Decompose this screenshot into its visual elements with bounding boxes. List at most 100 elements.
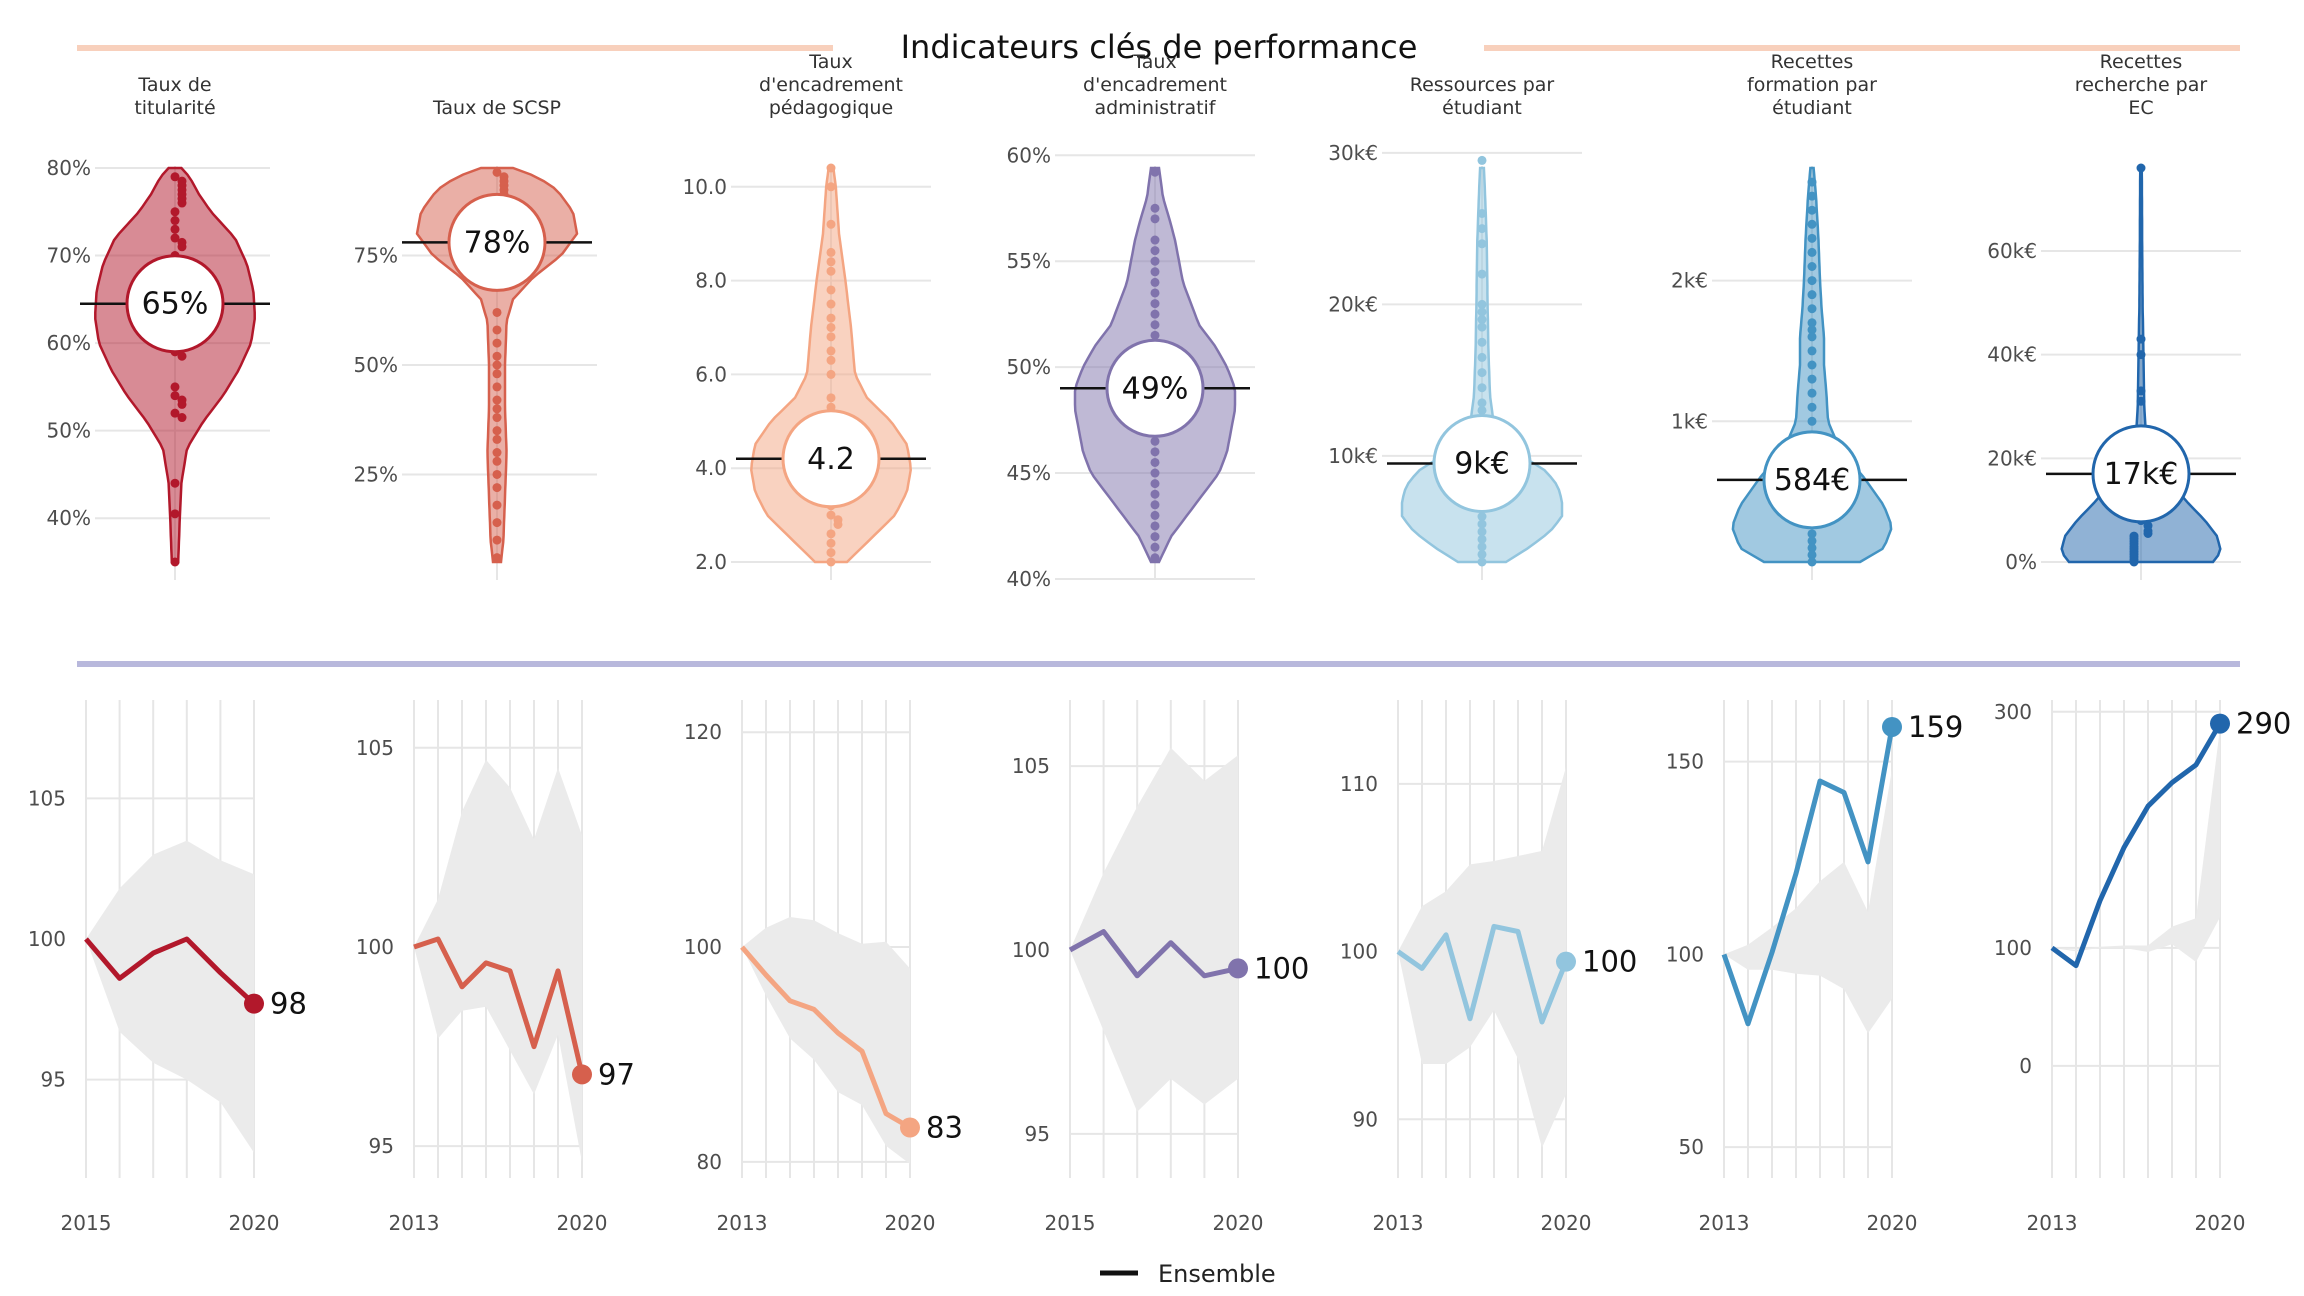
data-point <box>1807 557 1817 567</box>
data-point <box>1807 536 1817 546</box>
y-tick-label: 10.0 <box>682 175 727 199</box>
y-tick-label: 95 <box>1025 1122 1050 1146</box>
data-point <box>826 313 836 323</box>
end-value-label: 83 <box>926 1111 963 1145</box>
data-point <box>1807 262 1817 271</box>
data-point <box>1150 457 1160 467</box>
end-point <box>1228 958 1248 979</box>
data-point <box>1807 388 1817 398</box>
data-point <box>177 351 187 361</box>
data-point <box>826 369 836 379</box>
data-point <box>833 519 843 529</box>
range-band <box>1724 769 1892 1034</box>
data-point <box>1807 332 1817 342</box>
y-tick-label: 80 <box>697 1150 722 1174</box>
data-point <box>1477 549 1487 559</box>
x-tick-label: 2015 <box>61 1211 112 1235</box>
data-point <box>1807 346 1817 356</box>
range-band <box>1070 747 1238 1112</box>
x-tick-label: 2020 <box>1213 1211 1264 1235</box>
data-point <box>1807 219 1817 229</box>
data-point <box>492 395 502 405</box>
data-point <box>826 285 836 295</box>
x-tick-label: 2020 <box>229 1211 280 1235</box>
data-point <box>1150 479 1160 489</box>
data-point <box>2129 557 2139 567</box>
data-point <box>1477 534 1487 544</box>
value-badge-label: 78% <box>464 225 531 260</box>
end-value-label: 97 <box>598 1057 635 1091</box>
value-badge <box>781 409 881 509</box>
data-point <box>826 529 836 539</box>
y-tick-label: 10k€ <box>1328 444 1378 468</box>
subtitle-line: Taux <box>808 51 852 73</box>
series-line <box>740 945 912 1130</box>
data-point <box>492 338 502 348</box>
end-value-label: 100 <box>1254 951 1309 985</box>
series-line <box>413 936 585 1075</box>
data-point <box>2136 334 2146 344</box>
data-point <box>1150 447 1160 457</box>
data-point <box>1150 167 1160 177</box>
data-point <box>170 382 180 392</box>
data-point <box>1807 325 1817 335</box>
data-point <box>170 233 180 243</box>
data-point <box>1150 330 1160 340</box>
data-point <box>1807 290 1817 300</box>
series-line <box>1068 929 1239 979</box>
value-badge <box>2091 424 2191 524</box>
y-tick-label: 8.0 <box>695 269 727 293</box>
data-point <box>492 535 502 545</box>
data-point <box>492 500 502 510</box>
data-point <box>170 224 180 234</box>
end-point <box>1556 951 1576 972</box>
x-tick-label: 2013 <box>1373 1211 1424 1235</box>
series-line <box>1721 726 1895 1027</box>
data-point <box>826 346 836 356</box>
data-point <box>826 247 836 257</box>
series-line <box>1396 923 1569 1025</box>
y-tick-label: 95 <box>41 1068 66 1092</box>
end-value-label: 159 <box>1908 710 1963 744</box>
data-point <box>1807 304 1817 314</box>
value-badge-label: 9k€ <box>1454 447 1510 482</box>
line-panel-3: 80 100 120 2013 2020 83 <box>684 700 963 1235</box>
legend: Ensemble <box>1100 1260 1276 1288</box>
data-point <box>492 483 502 493</box>
data-point <box>1807 402 1817 412</box>
data-point <box>1150 277 1160 287</box>
panel-subtitle: Recettes recherche par EC <box>2075 51 2208 119</box>
data-point <box>492 360 502 370</box>
subtitle-line: Ressources par <box>1410 74 1555 96</box>
y-tick-label: 60k€ <box>1987 239 2037 263</box>
data-point <box>1150 521 1160 531</box>
subtitle-line: recherche par <box>2075 74 2208 96</box>
data-point <box>1807 276 1817 286</box>
violin-shape <box>94 166 256 564</box>
data-point <box>1807 177 1817 187</box>
legend-label: Ensemble <box>1158 1260 1276 1288</box>
end-point <box>244 993 264 1014</box>
data-point <box>177 413 187 423</box>
range-band <box>86 840 254 1153</box>
subtitle-line: étudiant <box>1772 97 1852 119</box>
data-point <box>1150 489 1160 499</box>
range-band <box>2052 728 2220 962</box>
data-point <box>1150 203 1160 213</box>
subtitle-line: pédagogique <box>769 97 893 119</box>
data-point <box>826 393 836 403</box>
data-point <box>170 216 180 226</box>
data-point <box>170 207 180 217</box>
subtitle-line: Taux <box>1132 51 1176 73</box>
data-point <box>1477 352 1487 362</box>
data-point <box>1477 208 1487 218</box>
y-tick-label: 95 <box>369 1134 394 1158</box>
y-tick-label: 150 <box>1666 750 1704 774</box>
value-badge-label: 49% <box>1122 371 1189 406</box>
line-panel-1: 95 100 105 2015 2020 98 <box>28 700 307 1235</box>
data-point <box>492 413 502 423</box>
data-point <box>492 351 502 361</box>
panel-subtitle: Taux de SCSP <box>432 97 561 119</box>
data-point <box>1477 239 1487 249</box>
value-badge <box>1105 338 1205 438</box>
